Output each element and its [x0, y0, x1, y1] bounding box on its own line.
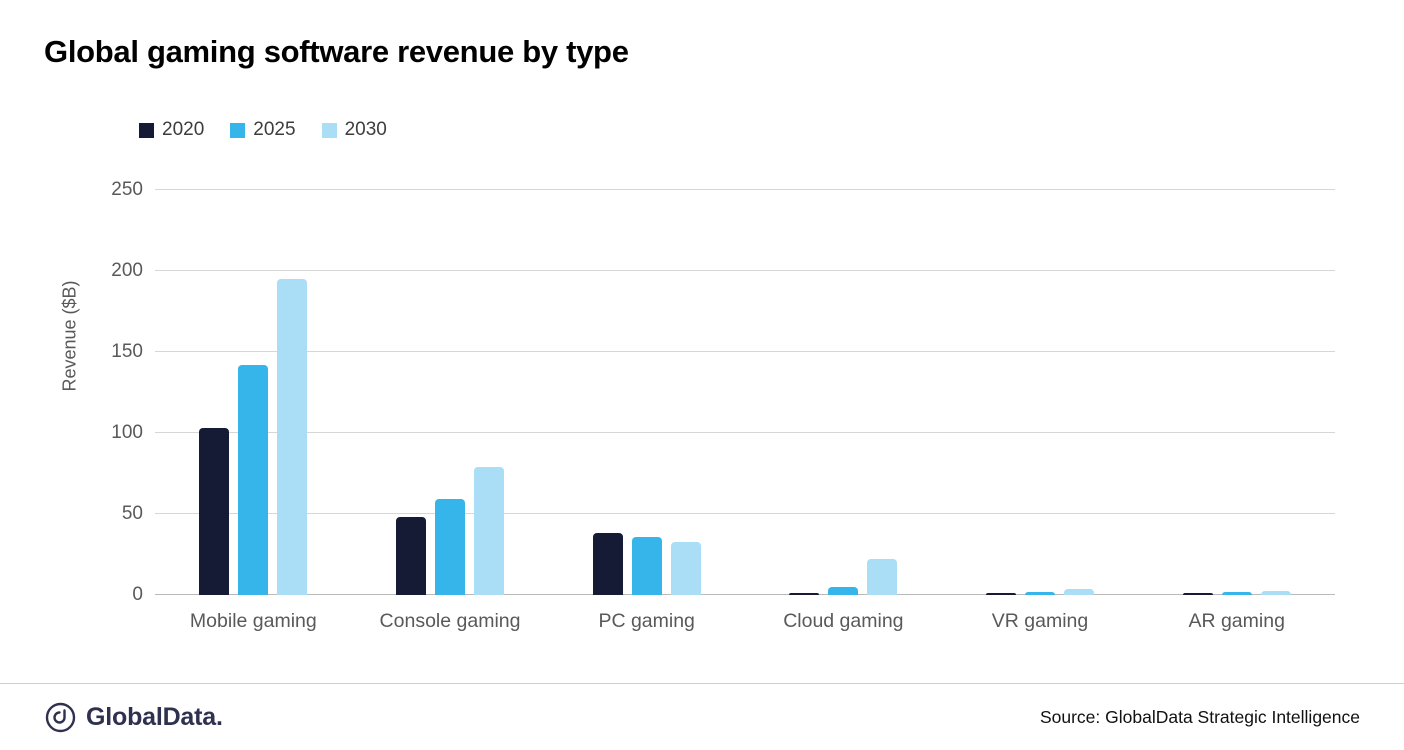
bar-2030-vr-gaming [1064, 588, 1095, 595]
footer-divider [0, 683, 1404, 684]
gridline [155, 189, 1335, 190]
bar-2025-vr-gaming [1025, 591, 1056, 595]
legend: 2020 2025 2030 [139, 119, 387, 141]
category-label: VR gaming [991, 610, 1089, 632]
bar-2020-cloud-gaming [789, 593, 820, 595]
bar-group [155, 190, 352, 595]
gridline [155, 270, 1335, 271]
bar-2025-console-gaming [435, 499, 465, 595]
bar-groups [155, 190, 1335, 595]
bar-2030-mobile-gaming [277, 279, 308, 595]
y-tick-label: 150 [111, 341, 143, 362]
bar-2025-mobile-gaming [238, 364, 269, 595]
plot-area [155, 189, 1335, 595]
bar-2020-pc-gaming [592, 533, 623, 595]
source-text: Source: GlobalData Strategic Intelligenc… [1039, 706, 1360, 727]
legend-label: 2025 [253, 119, 296, 140]
bar-2030-console-gaming [474, 467, 504, 595]
bar-group [548, 190, 745, 595]
bar-2030-cloud-gaming [867, 559, 898, 595]
legend-item-2030: 2030 [321, 119, 387, 141]
gridline [155, 432, 1335, 433]
gridline [155, 594, 1335, 595]
bar-2020-ar-gaming [1182, 592, 1213, 595]
y-tick-label: 200 [111, 260, 143, 281]
y-tick-label: 250 [111, 179, 143, 200]
legend-item-2025: 2025 [230, 119, 296, 141]
category-label: Cloud gaming [783, 610, 904, 632]
legend-label: 2030 [344, 119, 387, 140]
category-labels: Mobile gaming Console gaming PC gaming Clou… [155, 610, 1335, 633]
category-label: Mobile gaming [189, 610, 317, 632]
y-axis-title: Revenue ($B) [59, 280, 80, 392]
category-label: PC gaming [598, 610, 695, 632]
legend-label: 2020 [162, 119, 205, 140]
globaldata-logo-text: GlobalData. [86, 702, 223, 731]
legend-swatch [230, 122, 246, 138]
ytick-rail: 0 50 100 150 200 250 [85, 179, 143, 605]
bar-2030-pc-gaming [670, 541, 701, 595]
bar-group [942, 190, 1139, 595]
legend-item-2020: 2020 [139, 119, 204, 141]
bar-2030-ar-gaming [1260, 590, 1291, 595]
chart-title: Global gaming software revenue by type [44, 34, 629, 69]
bar-2025-pc-gaming [631, 536, 662, 595]
gridline [155, 513, 1335, 514]
bar-group [352, 190, 549, 595]
bar-2025-cloud-gaming [828, 586, 859, 595]
y-tick-label: 0 [132, 584, 143, 605]
bar-group [745, 190, 942, 595]
footer: GlobalData. Source: GlobalData Strategic… [0, 684, 1404, 750]
legend-swatch [321, 122, 337, 138]
category-label: AR gaming [1188, 610, 1285, 632]
bar-2025-ar-gaming [1221, 591, 1252, 595]
bar-group [1138, 190, 1335, 595]
globaldata-logo: GlobalData. [44, 701, 223, 734]
category-label: Console gaming [379, 610, 521, 632]
y-tick-label: 50 [121, 503, 143, 524]
bar-2020-vr-gaming [986, 593, 1017, 595]
y-tick-label: 100 [111, 422, 143, 443]
globaldata-logo-icon [45, 702, 76, 732]
bar-2020-console-gaming [396, 517, 426, 595]
gridline [155, 351, 1335, 352]
legend-swatch [139, 122, 154, 138]
bar-2020-mobile-gaming [199, 428, 230, 595]
